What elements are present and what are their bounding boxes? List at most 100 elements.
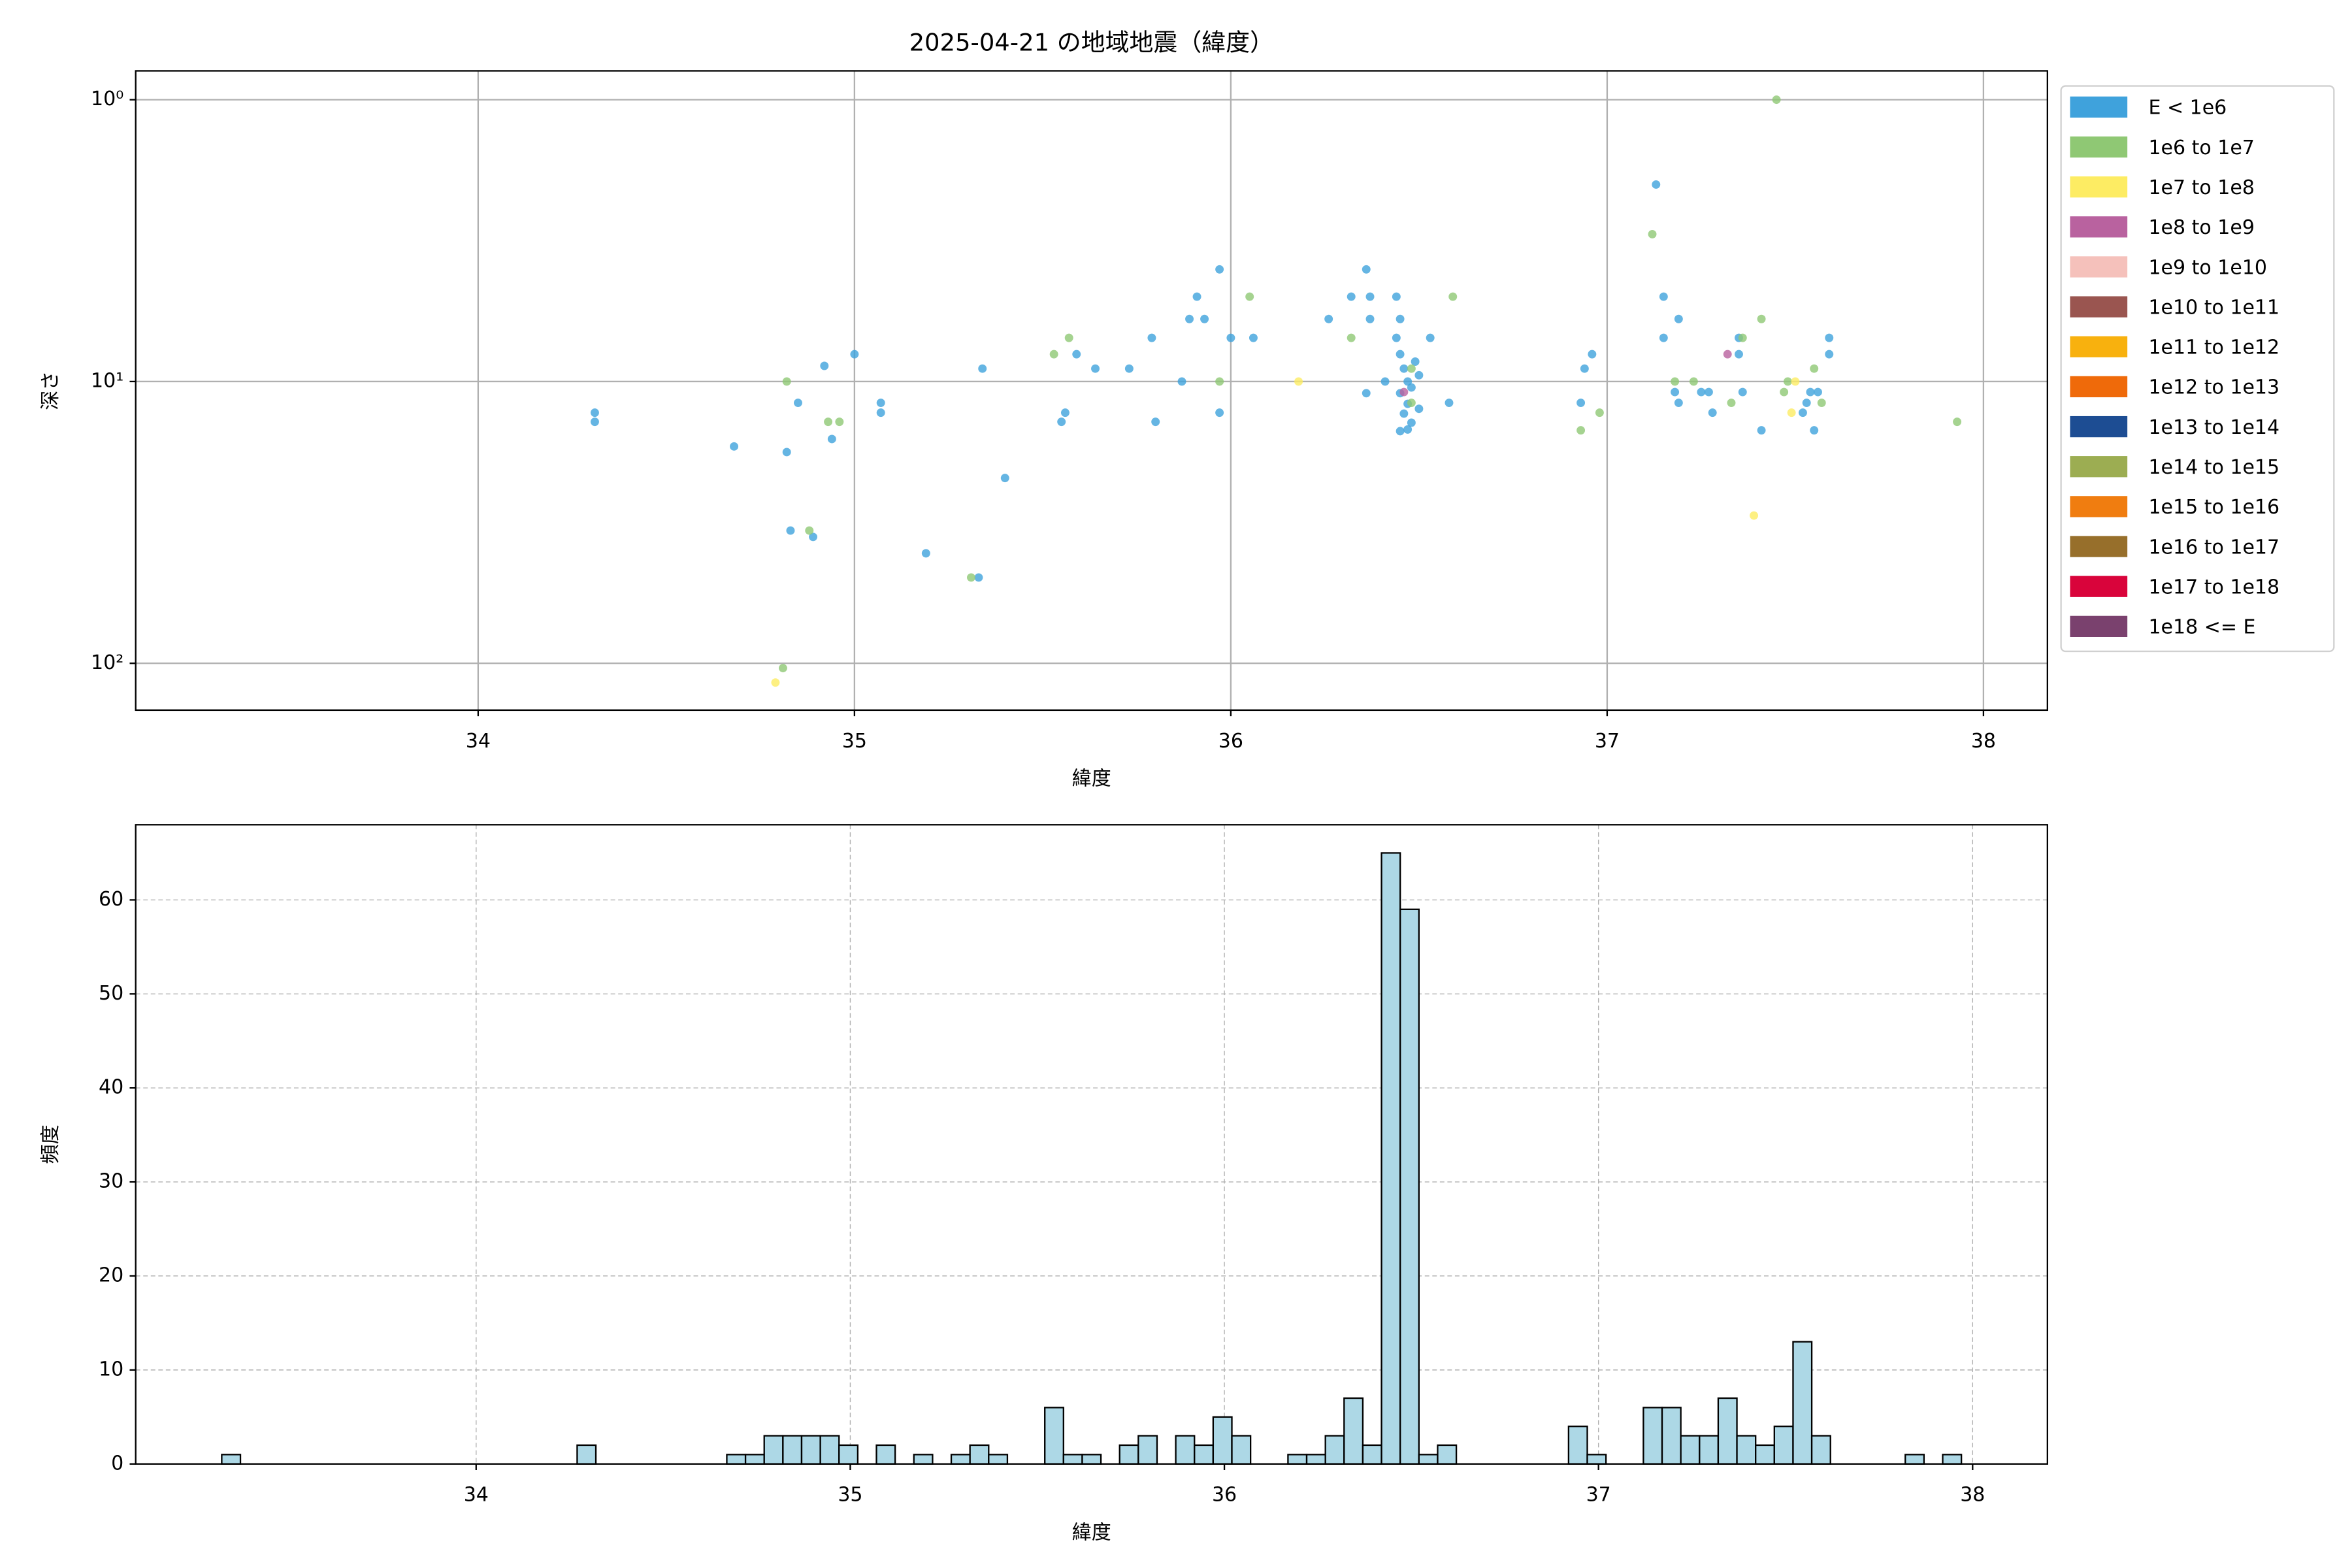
- data-point: [1245, 292, 1254, 301]
- data-point: [794, 399, 802, 407]
- data-point: [1380, 377, 1390, 386]
- legend-label: 1e8 to 1e9: [2148, 216, 2254, 239]
- y-tick-label: 40: [99, 1076, 123, 1099]
- data-point: [824, 417, 833, 427]
- histogram-bar: [1418, 1454, 1439, 1465]
- histogram-bar: [1081, 1454, 1102, 1465]
- y-tick-label: 50: [99, 982, 123, 1005]
- data-point: [1671, 377, 1680, 386]
- data-point: [1448, 292, 1458, 301]
- histogram-bar: [950, 1454, 971, 1465]
- y-tick-label: 20: [99, 1264, 123, 1286]
- data-point: [1399, 409, 1409, 418]
- histogram-bar: [800, 1435, 821, 1465]
- histogram-bar: [1586, 1454, 1607, 1465]
- legend-label: 1e17 to 1e18: [2148, 576, 2279, 599]
- data-point: [1060, 408, 1070, 417]
- x-tick-label: 37: [1595, 730, 1620, 753]
- histogram-bar: [913, 1454, 934, 1465]
- y-tick-label: 30: [99, 1170, 123, 1193]
- legend-swatch: [2070, 456, 2128, 478]
- data-point: [1689, 377, 1698, 386]
- data-point: [1414, 404, 1424, 414]
- data-point: [1704, 387, 1713, 397]
- legend-label: 1e13 to 1e14: [2148, 416, 2279, 439]
- data-point: [974, 573, 983, 582]
- legend-label: 1e16 to 1e17: [2148, 536, 2279, 559]
- histogram-bar: [576, 1444, 597, 1465]
- data-point: [1049, 350, 1058, 359]
- histogram-bar: [1717, 1397, 1738, 1465]
- histogram-bar: [969, 1444, 990, 1465]
- legend-box: [2060, 85, 2335, 653]
- legend-label: 1e6 to 1e7: [2148, 137, 2254, 159]
- data-point: [1185, 314, 1194, 323]
- x-tick-label: 34: [466, 730, 491, 753]
- x-tick-label: 35: [842, 730, 867, 753]
- data-point: [1151, 417, 1160, 427]
- histogram-bar: [1231, 1435, 1252, 1465]
- histogram-bar: [763, 1435, 784, 1465]
- data-point: [1787, 408, 1796, 417]
- histogram-bar: [1062, 1454, 1083, 1465]
- histogram-bar: [1324, 1435, 1345, 1465]
- y-tick-label: 0: [111, 1452, 123, 1475]
- histogram-bar: [1175, 1435, 1196, 1465]
- data-point: [778, 664, 787, 673]
- legend-swatch: [2070, 416, 2128, 438]
- y-tick-label: 10¹: [91, 369, 123, 392]
- data-point: [921, 549, 930, 558]
- data-point: [1576, 399, 1586, 407]
- data-point: [1757, 426, 1766, 435]
- histogram-bar: [1362, 1444, 1382, 1465]
- data-point: [876, 408, 885, 417]
- data-point: [1249, 333, 1258, 342]
- data-point: [1365, 292, 1375, 301]
- legend-swatch: [2070, 96, 2128, 118]
- data-point: [1750, 511, 1759, 520]
- legend-swatch: [2070, 336, 2128, 357]
- data-point: [805, 526, 814, 535]
- y-tick-label: 10²: [91, 651, 123, 674]
- data-point: [1347, 333, 1356, 342]
- histogram-bar: [1212, 1416, 1233, 1465]
- data-point: [1576, 426, 1586, 435]
- data-point: [1825, 333, 1834, 342]
- data-point: [1396, 427, 1405, 436]
- data-point: [1147, 333, 1156, 342]
- x-tick-label: 36: [1212, 1484, 1237, 1507]
- data-point: [978, 364, 987, 373]
- data-point: [1392, 333, 1401, 342]
- data-point: [1407, 418, 1416, 427]
- histogram-bar: [1137, 1435, 1158, 1465]
- histogram-bar: [838, 1444, 859, 1465]
- data-point: [809, 532, 817, 542]
- histogram-bar: [1119, 1444, 1139, 1465]
- data-point: [1659, 333, 1668, 342]
- histogram-bar: [1287, 1454, 1308, 1465]
- plot-frame: [135, 70, 2048, 711]
- data-point: [1064, 333, 1073, 342]
- data-point: [1798, 408, 1807, 417]
- x-tick-label: 34: [464, 1484, 489, 1507]
- data-point: [1595, 408, 1604, 417]
- data-point: [1817, 399, 1826, 407]
- histogram-bar: [1661, 1407, 1682, 1465]
- x-tick-label: 35: [838, 1484, 862, 1507]
- histogram-bar: [782, 1435, 803, 1465]
- legend-swatch: [2070, 536, 2128, 557]
- data-point: [1445, 399, 1454, 407]
- legend-swatch: [2070, 136, 2128, 158]
- legend-swatch: [2070, 216, 2128, 238]
- data-point: [1953, 417, 1962, 427]
- legend-swatch: [2070, 576, 2128, 597]
- data-point: [782, 377, 791, 386]
- data-point: [1652, 180, 1661, 189]
- data-point: [1659, 292, 1668, 301]
- data-point: [590, 417, 599, 427]
- legend-swatch: [2070, 496, 2128, 517]
- histogram-bar: [1194, 1444, 1215, 1465]
- data-point: [1791, 377, 1800, 386]
